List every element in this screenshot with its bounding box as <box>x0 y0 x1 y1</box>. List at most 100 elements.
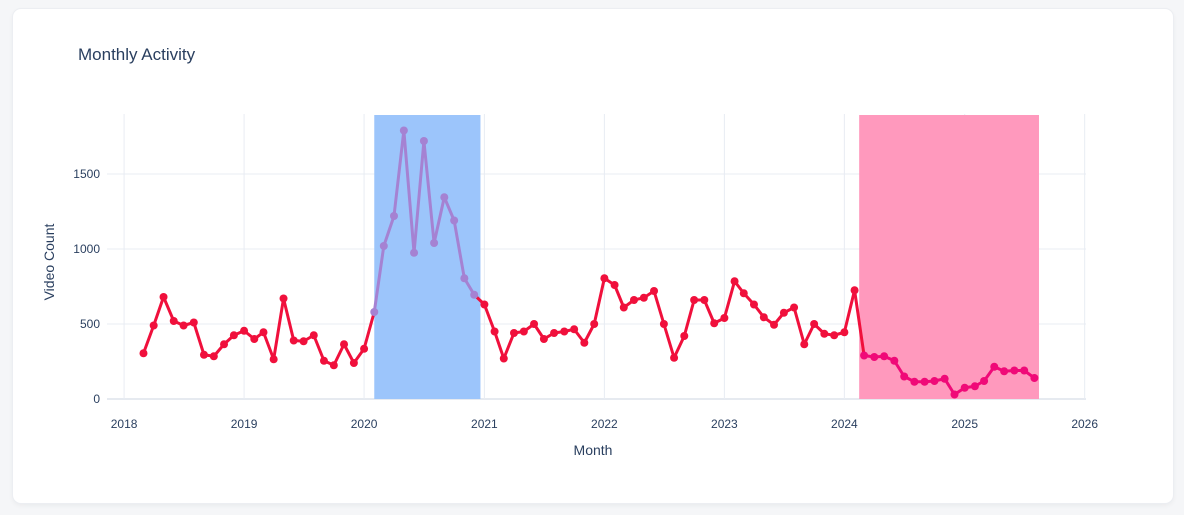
data-point <box>309 331 318 340</box>
data-point <box>319 356 328 365</box>
data-point <box>659 320 668 328</box>
series-line-segment <box>402 129 416 255</box>
series-line-segment <box>452 219 466 280</box>
data-point <box>880 352 889 361</box>
data-point <box>430 239 439 247</box>
series-line-segment <box>662 322 676 360</box>
data-point <box>779 308 788 317</box>
data-point <box>519 327 528 336</box>
data-point <box>399 126 408 135</box>
data-point <box>680 332 689 340</box>
x-tick-label: 2019 <box>231 417 258 431</box>
data-point <box>539 335 548 343</box>
series-line-segment <box>842 288 857 334</box>
data-point <box>790 303 799 312</box>
y-tick-label: 500 <box>80 317 100 331</box>
data-point <box>950 390 959 399</box>
series-points <box>139 126 1039 399</box>
data-point <box>639 293 648 302</box>
series-line-segment <box>422 139 436 245</box>
series-line-segment <box>272 297 286 361</box>
data-point <box>250 335 259 343</box>
data-point <box>169 317 178 325</box>
data-point <box>710 319 719 328</box>
data-point <box>980 377 989 385</box>
x-tick-label: 2024 <box>831 417 858 431</box>
data-point <box>159 293 168 301</box>
data-point <box>820 329 829 338</box>
data-point <box>240 326 249 335</box>
data-point <box>570 325 579 334</box>
series-line-segment <box>613 283 626 309</box>
highlight-band <box>374 115 481 399</box>
data-point <box>340 340 349 349</box>
data-point <box>509 329 518 337</box>
series-line-segment <box>192 321 206 357</box>
y-axis-title: Video Count <box>41 223 57 300</box>
data-point <box>840 328 849 337</box>
x-tick-label: 2020 <box>351 417 378 431</box>
series-line-segment <box>482 303 497 333</box>
data-point <box>800 340 809 349</box>
data-point <box>289 336 298 345</box>
data-point <box>360 344 369 353</box>
series-line-segment <box>152 295 166 327</box>
data-point <box>259 328 268 337</box>
data-point <box>920 377 929 386</box>
data-point <box>149 321 158 330</box>
data-point <box>749 300 758 309</box>
data-point <box>629 296 638 304</box>
data-point <box>890 356 899 365</box>
series-line-segment <box>312 333 326 363</box>
data-point <box>370 308 379 316</box>
data-point <box>990 362 999 371</box>
x-tick-label: 2021 <box>471 417 498 431</box>
highlight-bands <box>374 115 1039 399</box>
series-line-segment <box>502 331 516 360</box>
data-point <box>739 289 748 298</box>
data-point <box>1010 366 1019 375</box>
series-line-segment <box>362 310 376 351</box>
data-point <box>410 248 419 257</box>
data-point <box>299 337 308 346</box>
data-point <box>199 350 208 359</box>
y-tick-label: 1500 <box>73 167 100 181</box>
data-point <box>580 338 589 347</box>
series-line-segment <box>792 306 806 346</box>
data-point <box>619 303 628 312</box>
series-line-segment <box>672 334 686 360</box>
data-point <box>770 320 779 329</box>
data-point <box>1030 374 1039 382</box>
series-line-segment <box>432 195 446 245</box>
y-tick-label: 0 <box>93 392 100 406</box>
series-line-segment <box>442 195 456 222</box>
y-axis-ticks: 0 500 1000 1500 <box>73 167 100 406</box>
x-tick-label: 2026 <box>1071 417 1098 431</box>
series-line-segment <box>382 214 396 248</box>
data-point <box>550 329 559 337</box>
series-line-segment <box>282 297 296 342</box>
series-line-segment <box>392 129 406 218</box>
data-point <box>450 216 459 225</box>
data-point <box>470 290 479 299</box>
data-point <box>389 212 398 220</box>
data-point <box>220 340 229 349</box>
chart-title: Monthly Activity <box>78 45 196 64</box>
data-point <box>759 313 768 322</box>
data-point <box>690 296 699 304</box>
x-axis-title: Month <box>574 442 613 458</box>
series-line-segment <box>372 244 386 314</box>
data-point <box>610 281 619 289</box>
data-point <box>349 359 358 367</box>
data-point <box>960 383 969 392</box>
series-line-segment <box>682 298 696 338</box>
data-point <box>730 277 739 286</box>
data-point <box>810 320 819 328</box>
data-point <box>329 361 338 370</box>
data-point <box>590 320 599 328</box>
series-line-segment <box>652 289 666 326</box>
data-point <box>670 353 679 362</box>
data-point <box>940 374 949 383</box>
data-point <box>860 351 869 360</box>
